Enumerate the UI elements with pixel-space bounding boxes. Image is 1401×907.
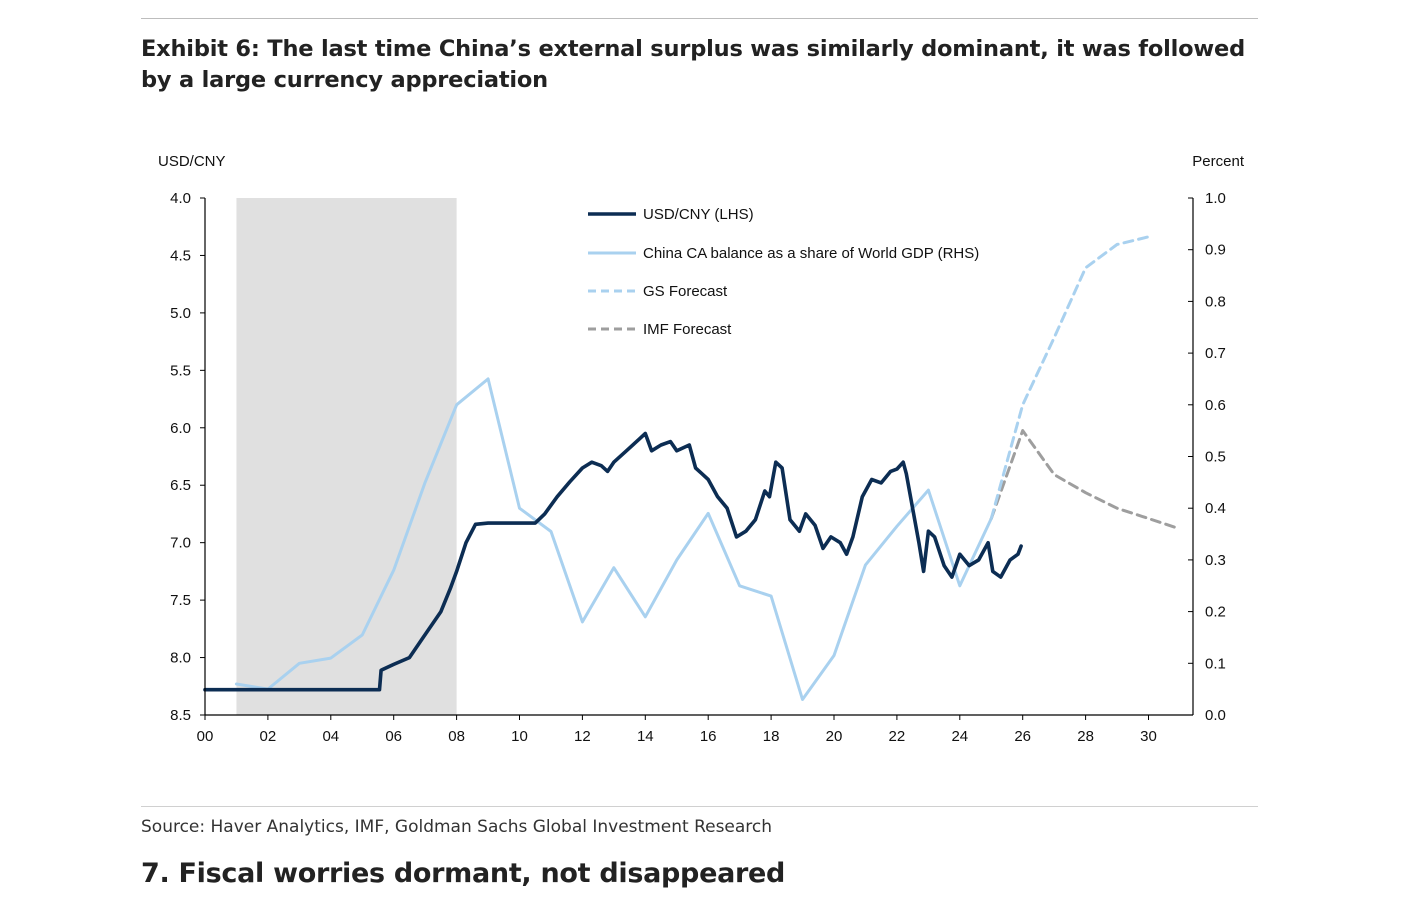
legend: USD/CNY (LHS) China CA balance as a share…: [588, 206, 979, 338]
legend-label: USD/CNY (LHS): [643, 206, 754, 223]
right-tick-label: 0.6: [1205, 397, 1226, 414]
legend-label: China CA balance as a share of World GDP…: [643, 245, 979, 262]
right-tick-label: 0.8: [1205, 293, 1226, 310]
x-tick-label: 12: [574, 728, 591, 745]
shaded-period: [236, 198, 457, 715]
axes-layer: 4.0 4.5 5.0 5.5 6.0 6.5 7.0 7.5 8.0 8.5 1.0 0.9 0.8 0…: [170, 190, 1226, 745]
left-tick-label: 5.5: [170, 362, 191, 379]
right-tick-label: 0.7: [1205, 345, 1226, 362]
next-section-heading: 7. Fiscal worries dormant, not disappear…: [141, 858, 786, 889]
series-line-3: [989, 429, 1182, 531]
legend-label: IMF Forecast: [643, 321, 732, 338]
right-tick-label: 0.5: [1205, 449, 1226, 466]
top-rule: [141, 18, 1258, 19]
x-tick-label: 00: [197, 728, 214, 745]
series-line-0: [203, 431, 1023, 692]
right-tick-label: 0.3: [1205, 552, 1226, 569]
x-tick-label: 28: [1077, 728, 1094, 745]
bottom-rule: [141, 806, 1258, 807]
left-tick-label: 8.0: [170, 650, 191, 667]
right-tick-label: 0.2: [1205, 604, 1226, 621]
x-tick-label: 24: [951, 728, 968, 745]
x-tick-label: 16: [700, 728, 717, 745]
series-line-2: [989, 235, 1150, 520]
x-tick-label: 18: [763, 728, 780, 745]
legend-label: GS Forecast: [643, 283, 728, 300]
x-tick-label: 04: [322, 728, 339, 745]
x-tick-label: 02: [260, 728, 277, 745]
right-tick-label: 1.0: [1205, 190, 1226, 207]
exhibit-title: Exhibit 6: The last time China’s externa…: [141, 36, 1245, 93]
right-axis-label: Percent: [1192, 153, 1245, 170]
x-tick-label: 06: [385, 728, 402, 745]
left-tick-label: 5.0: [170, 305, 191, 322]
left-axis-label: USD/CNY: [158, 153, 226, 170]
series-line-1: [234, 377, 993, 701]
x-tick-label: 26: [1014, 728, 1031, 745]
left-tick-label: 7.0: [170, 535, 191, 552]
series-layer: [203, 235, 1182, 701]
x-tick-label: 30: [1140, 728, 1157, 745]
x-tick-label: 14: [637, 728, 654, 745]
left-tick-label: 8.5: [170, 707, 191, 724]
left-tick-label: 7.5: [170, 592, 191, 609]
left-tick-label: 6.5: [170, 477, 191, 494]
x-tick-label: 08: [448, 728, 465, 745]
x-tick-label: 10: [511, 728, 528, 745]
right-tick-label: 0.9: [1205, 242, 1226, 259]
left-tick-label: 4.5: [170, 247, 191, 264]
x-tick-label: 20: [826, 728, 843, 745]
right-tick-label: 0.0: [1205, 707, 1226, 724]
x-tick-label: 22: [889, 728, 906, 745]
source-note: Source: Haver Analytics, IMF, Goldman Sa…: [141, 817, 773, 837]
right-tick-label: 0.1: [1205, 655, 1226, 672]
right-tick-label: 0.4: [1205, 500, 1226, 517]
left-tick-label: 6.0: [170, 420, 191, 437]
left-tick-label: 4.0: [170, 190, 191, 207]
